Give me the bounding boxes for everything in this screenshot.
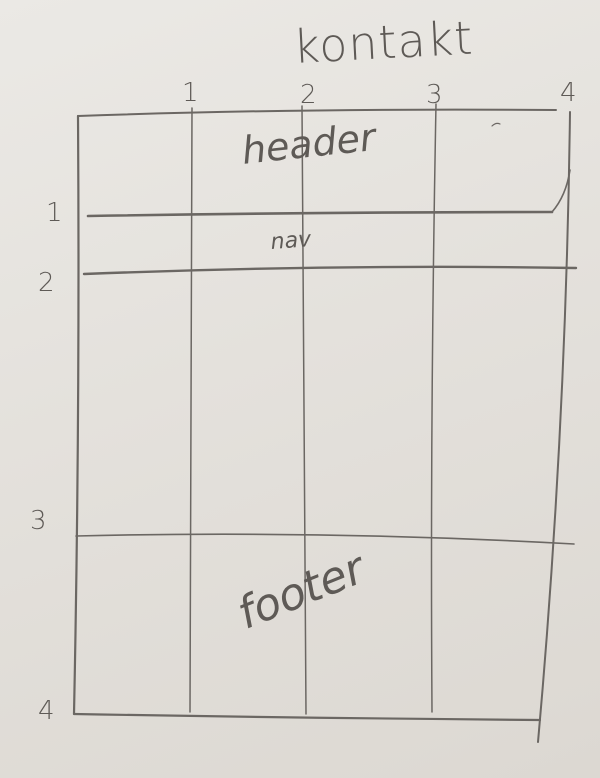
nav-region-label: nav [269, 227, 312, 255]
column-line-number-4: 4 [560, 78, 577, 108]
column-line-number-2: 2 [300, 80, 317, 110]
frame-right-line [537, 111, 571, 743]
column-line-number-3: 3 [426, 80, 443, 110]
row-line-2 [82, 265, 578, 276]
column-line-3 [430, 103, 437, 713]
row-line-number-1: 1 [46, 198, 63, 228]
row-line-3 [75, 533, 575, 545]
frame-top-line [77, 108, 557, 117]
frame-bottom-line [72, 712, 542, 722]
row-line-number-3: 3 [30, 506, 47, 536]
sketch-title: kontakt [291, 10, 475, 74]
row-line-1-hook [551, 169, 571, 213]
frame-left-line [72, 114, 80, 716]
column-line-1 [189, 107, 193, 713]
pencil-mark [491, 122, 501, 127]
column-line-2 [301, 105, 307, 715]
row-line-number-2: 2 [38, 268, 55, 298]
row-line-number-4: 4 [38, 696, 55, 726]
row-line-1 [86, 210, 554, 218]
column-line-number-1: 1 [182, 78, 199, 108]
